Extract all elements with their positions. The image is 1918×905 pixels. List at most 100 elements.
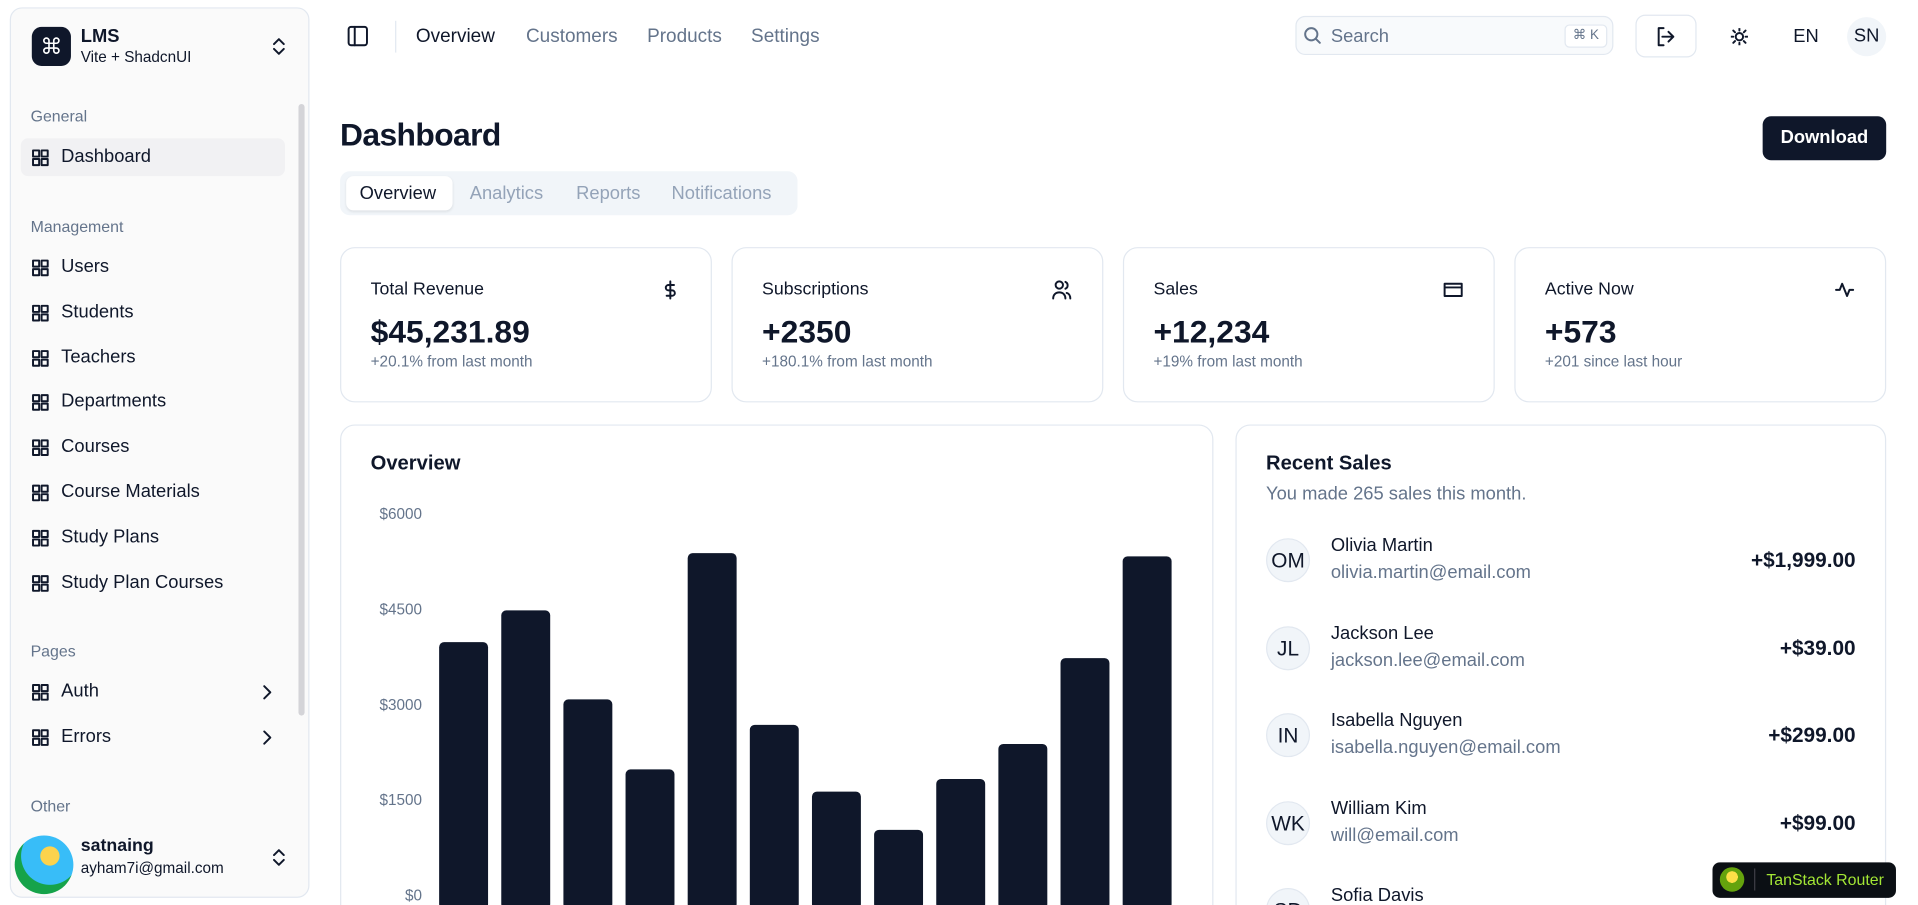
top-nav-item[interactable]: Settings bbox=[751, 25, 820, 47]
stat-value: +573 bbox=[1544, 313, 1617, 350]
sale-email: will@email.com bbox=[1330, 824, 1459, 846]
logout-button[interactable] bbox=[1635, 14, 1697, 58]
devtools-divider bbox=[1754, 868, 1756, 891]
stat-value: +12,234 bbox=[1153, 313, 1270, 350]
recent-sales-card bbox=[1235, 424, 1887, 905]
bar bbox=[501, 610, 551, 905]
separator bbox=[395, 20, 397, 53]
tab-active bbox=[346, 176, 453, 211]
y-tick-label: $3000 bbox=[380, 697, 423, 714]
logout-icon bbox=[1657, 27, 1675, 47]
stat-title: Sales bbox=[1153, 279, 1198, 300]
nav-item[interactable]: Study Plan Courses bbox=[61, 571, 224, 593]
logo: ⌘ bbox=[31, 26, 71, 67]
sales-title: Recent Sales bbox=[1266, 452, 1392, 475]
sidebar-toggle[interactable] bbox=[347, 25, 368, 47]
nav-icon bbox=[32, 729, 49, 746]
sale-email: isabella.nguyen@email.com bbox=[1330, 736, 1561, 758]
nav-item[interactable]: Teachers bbox=[61, 346, 136, 368]
nav-icon bbox=[32, 529, 49, 547]
sale-avatar: IN bbox=[1266, 713, 1311, 758]
sale-name: Jackson Lee bbox=[1330, 622, 1434, 644]
nav-icon bbox=[32, 574, 49, 592]
stat-title: Total Revenue bbox=[370, 279, 485, 300]
user-menu-icon[interactable] bbox=[272, 849, 287, 866]
sale-name: Olivia Martin bbox=[1330, 535, 1433, 556]
chevron bbox=[263, 730, 272, 745]
top-nav-item[interactable]: Products bbox=[647, 25, 722, 47]
sale-amount: +$99.00 bbox=[1779, 810, 1856, 835]
stat-note: +20.1% from last month bbox=[370, 353, 533, 371]
nav-item[interactable]: Errors bbox=[61, 725, 112, 747]
sale-avatar: JL bbox=[1266, 625, 1311, 670]
nav-icon bbox=[32, 439, 49, 457]
tab[interactable]: Notifications bbox=[671, 182, 772, 204]
devtools-logo bbox=[1719, 867, 1745, 892]
nav-icon bbox=[32, 304, 49, 322]
stat-title: Subscriptions bbox=[762, 279, 869, 300]
sale-email: jackson.lee@email.com bbox=[1330, 649, 1525, 671]
bar bbox=[625, 769, 675, 905]
user-email: ayham7i@gmail.com bbox=[80, 859, 224, 877]
nav-icon bbox=[32, 259, 49, 277]
tab[interactable]: Overview bbox=[359, 182, 437, 204]
theme-toggle[interactable] bbox=[1730, 28, 1748, 46]
nav-item[interactable]: Students bbox=[61, 301, 134, 323]
stat-card bbox=[1122, 247, 1495, 403]
top-nav-item[interactable]: Customers bbox=[525, 25, 618, 47]
nav-item[interactable]: Study Plans bbox=[61, 526, 160, 548]
stat-note: +19% from last month bbox=[1153, 353, 1303, 371]
group-label: Management bbox=[30, 217, 124, 236]
nav-icon bbox=[32, 684, 49, 701]
nav-item[interactable]: Courses bbox=[61, 436, 130, 458]
app-subtitle: Vite + ShadcnUI bbox=[80, 48, 192, 66]
bar bbox=[811, 791, 861, 905]
nav-item[interactable]: Dashboard bbox=[61, 146, 151, 167]
tab[interactable]: Reports bbox=[576, 182, 641, 204]
top-nav-item[interactable]: Overview bbox=[415, 25, 495, 47]
bar bbox=[687, 553, 737, 905]
sale-name: William Kim bbox=[1330, 797, 1427, 819]
sale-amount: +$39.00 bbox=[1779, 636, 1856, 660]
chevron bbox=[263, 685, 272, 700]
download-button[interactable]: Download bbox=[1762, 116, 1887, 161]
y-tick-label: $4500 bbox=[380, 601, 423, 618]
nav-item[interactable]: Departments bbox=[61, 391, 167, 413]
sale-email: olivia.martin@email.com bbox=[1330, 562, 1531, 583]
sale-name: Isabella Nguyen bbox=[1330, 710, 1463, 731]
stat-note: +180.1% from last month bbox=[762, 353, 933, 371]
y-tick-label: $0 bbox=[405, 888, 422, 905]
bar bbox=[439, 642, 489, 905]
language[interactable]: EN bbox=[1793, 26, 1819, 48]
stat-card bbox=[340, 247, 712, 403]
nav-item[interactable]: Auth bbox=[61, 680, 99, 702]
search-box[interactable] bbox=[1295, 15, 1614, 56]
user-avatar[interactable] bbox=[14, 835, 74, 895]
stat-card bbox=[731, 247, 1104, 403]
page-title: Dashboard bbox=[340, 116, 501, 153]
app-title: LMS bbox=[80, 26, 120, 48]
nav-item[interactable]: Users bbox=[61, 256, 110, 278]
shortcut: ⌘ K bbox=[1564, 24, 1608, 48]
stat-value: +2350 bbox=[762, 313, 852, 350]
sales-subtitle: You made 265 sales this month. bbox=[1266, 483, 1527, 505]
stat-icon bbox=[1443, 282, 1463, 297]
group-label: General bbox=[30, 107, 88, 126]
y-tick-label: $6000 bbox=[380, 506, 423, 523]
bar bbox=[998, 743, 1048, 905]
bar bbox=[749, 724, 799, 905]
chart-title: Overview bbox=[370, 452, 461, 475]
y-tick-label: $1500 bbox=[380, 792, 423, 809]
nav-icon bbox=[32, 394, 49, 412]
bar bbox=[1060, 658, 1110, 905]
nav-icon bbox=[32, 484, 49, 502]
group-label: Other bbox=[30, 796, 71, 816]
nav-item[interactable]: Course Materials bbox=[61, 481, 200, 503]
switch-icon[interactable] bbox=[272, 38, 287, 55]
stat-icon bbox=[1052, 280, 1072, 300]
tab[interactable]: Analytics bbox=[469, 182, 544, 204]
nav-active bbox=[20, 138, 286, 177]
stat-note: +201 since last hour bbox=[1544, 353, 1683, 371]
avatar[interactable]: SN bbox=[1847, 17, 1887, 57]
